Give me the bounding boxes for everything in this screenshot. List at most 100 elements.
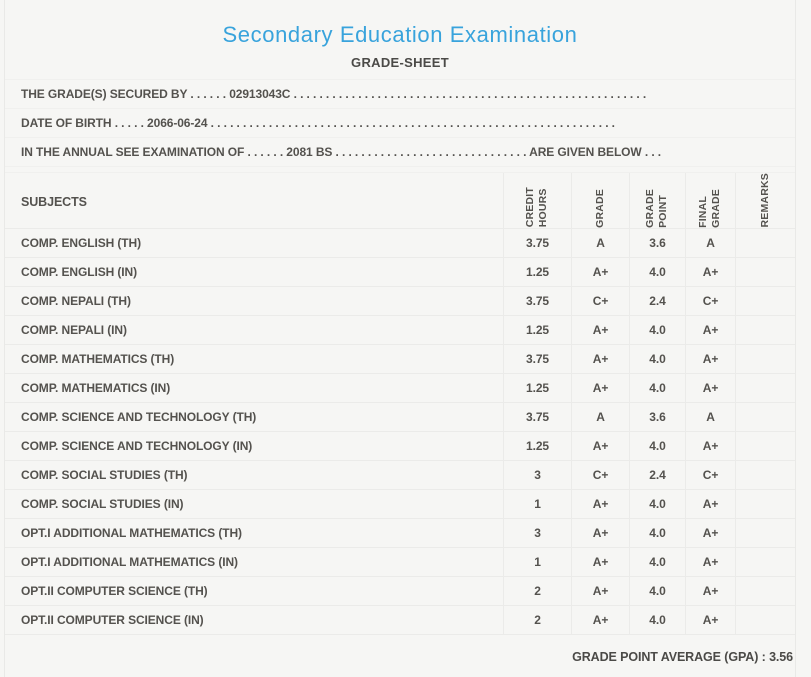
page-subtitle: GRADE-SHEET — [351, 55, 449, 70]
table-row: COMP. SCIENCE AND TECHNOLOGY (IN) 1.25 A… — [5, 432, 795, 461]
final-grade-cell: A+ — [685, 606, 735, 634]
grade-cell: A+ — [571, 606, 629, 634]
final-grade-cell: A — [685, 403, 735, 431]
remarks-cell — [735, 519, 795, 547]
column-header-grade-point-label: GRADE POINT — [644, 188, 670, 228]
credit-hours-cell: 3.75 — [503, 345, 571, 373]
grade-cell: A+ — [571, 490, 629, 518]
remarks-cell — [735, 403, 795, 431]
column-header-remarks-label: REMARKS — [758, 173, 771, 228]
statements-section: THE GRADE(S) SECURED BY . . . . . . 0291… — [5, 79, 795, 167]
subject-cell: COMP. MATHEMATICS (IN) — [21, 381, 171, 395]
grade-cell: A+ — [571, 548, 629, 576]
final-grade-cell: A+ — [685, 519, 735, 547]
credit-hours-cell: 3.75 — [503, 403, 571, 431]
remarks-cell — [735, 490, 795, 518]
grade-table-body: COMP. ENGLISH (TH) 3.75 A 3.6 A COMP. EN… — [5, 229, 795, 635]
subject-cell: COMP. SCIENCE AND TECHNOLOGY (TH) — [21, 410, 257, 424]
credit-hours-cell: 2 — [503, 577, 571, 605]
remarks-cell — [735, 432, 795, 460]
grade-table: SUBJECTS CREDIT HOURS GRADE GRADE POINT … — [5, 172, 795, 635]
grade-point-cell: 4.0 — [629, 606, 685, 634]
final-grade-cell: A+ — [685, 490, 735, 518]
table-row: COMP. NEPALI (TH) 3.75 C+ 2.4 C+ — [5, 287, 795, 316]
grade-point-cell: 4.0 — [629, 577, 685, 605]
grade-point-cell: 2.4 — [629, 461, 685, 489]
column-header-subjects: SUBJECTS — [21, 195, 87, 210]
table-row: OPT.II COMPUTER SCIENCE (IN) 2 A+ 4.0 A+ — [5, 606, 795, 635]
final-grade-cell: A+ — [685, 316, 735, 344]
grade-cell: A+ — [571, 577, 629, 605]
table-row: COMP. SOCIAL STUDIES (TH) 3 C+ 2.4 C+ — [5, 461, 795, 490]
final-grade-cell: A — [685, 229, 735, 257]
final-grade-cell: A+ — [685, 374, 735, 402]
table-row: COMP. SOCIAL STUDIES (IN) 1 A+ 4.0 A+ — [5, 490, 795, 519]
remarks-cell — [735, 345, 795, 373]
column-header-final-grade: FINAL GRADE — [685, 173, 735, 232]
subject-cell: OPT.II COMPUTER SCIENCE (TH) — [21, 584, 208, 598]
subject-cell: COMP. SOCIAL STUDIES (TH) — [21, 468, 188, 482]
remarks-cell — [735, 229, 795, 257]
grade-cell: A+ — [571, 374, 629, 402]
final-grade-cell: A+ — [685, 432, 735, 460]
grade-point-cell: 3.6 — [629, 403, 685, 431]
remarks-cell — [735, 461, 795, 489]
gpa-row: GRADE POINT AVERAGE (GPA) : 3.56 — [5, 644, 795, 670]
final-grade-cell: A+ — [685, 345, 735, 373]
credit-hours-cell: 2 — [503, 606, 571, 634]
final-grade-cell: A+ — [685, 258, 735, 286]
credit-hours-cell: 1 — [503, 490, 571, 518]
credit-hours-cell: 1.25 — [503, 258, 571, 286]
credit-hours-cell: 3.75 — [503, 229, 571, 257]
subject-cell: OPT.II COMPUTER SCIENCE (IN) — [21, 613, 204, 627]
remarks-cell — [735, 258, 795, 286]
grade-cell: A+ — [571, 432, 629, 460]
table-row: COMP. SCIENCE AND TECHNOLOGY (TH) 3.75 A… — [5, 403, 795, 432]
subject-cell: OPT.I ADDITIONAL MATHEMATICS (IN) — [21, 555, 238, 569]
grade-cell: A+ — [571, 519, 629, 547]
remarks-cell — [735, 287, 795, 315]
credit-hours-cell: 3 — [503, 519, 571, 547]
subject-cell: OPT.I ADDITIONAL MATHEMATICS (TH) — [21, 526, 242, 540]
final-grade-cell: C+ — [685, 287, 735, 315]
grade-point-cell: 4.0 — [629, 548, 685, 576]
grade-cell: A+ — [571, 345, 629, 373]
grade-cell: A — [571, 403, 629, 431]
credit-hours-cell: 1 — [503, 548, 571, 576]
grade-table-header-row: SUBJECTS CREDIT HOURS GRADE GRADE POINT … — [5, 172, 795, 232]
page-title: Secondary Education Examination — [222, 22, 578, 47]
statement-examination-of: IN THE ANNUAL SEE EXAMINATION OF . . . .… — [5, 138, 795, 167]
credit-hours-cell: 1.25 — [503, 374, 571, 402]
grade-point-cell: 4.0 — [629, 432, 685, 460]
subject-cell: COMP. ENGLISH (TH) — [21, 236, 141, 250]
subject-cell: COMP. SOCIAL STUDIES (IN) — [21, 497, 184, 511]
statement-grades-secured-by: THE GRADE(S) SECURED BY . . . . . . 0291… — [5, 80, 795, 109]
grade-point-cell: 3.6 — [629, 229, 685, 257]
table-row: COMP. MATHEMATICS (IN) 1.25 A+ 4.0 A+ — [5, 374, 795, 403]
remarks-cell — [735, 316, 795, 344]
subject-cell: COMP. MATHEMATICS (TH) — [21, 352, 175, 366]
subject-cell: COMP. ENGLISH (IN) — [21, 265, 137, 279]
grade-point-cell: 2.4 — [629, 287, 685, 315]
table-row: COMP. ENGLISH (IN) 1.25 A+ 4.0 A+ — [5, 258, 795, 287]
credit-hours-cell: 1.25 — [503, 432, 571, 460]
grade-point-cell: 4.0 — [629, 490, 685, 518]
credit-hours-cell: 3.75 — [503, 287, 571, 315]
credit-hours-cell: 1.25 — [503, 316, 571, 344]
grade-point-cell: 4.0 — [629, 258, 685, 286]
remarks-cell — [735, 548, 795, 576]
grade-point-cell: 4.0 — [629, 374, 685, 402]
table-row: COMP. ENGLISH (TH) 3.75 A 3.6 A — [5, 229, 795, 258]
grade-cell: C+ — [571, 461, 629, 489]
column-header-remarks: REMARKS — [735, 173, 795, 232]
grade-cell: C+ — [571, 287, 629, 315]
subject-cell: COMP. NEPALI (IN) — [21, 323, 127, 337]
column-header-grade-label: GRADE — [593, 188, 606, 228]
grade-cell: A+ — [571, 316, 629, 344]
gpa-text: GRADE POINT AVERAGE (GPA) : 3.56 — [572, 650, 793, 664]
subject-cell: COMP. SCIENCE AND TECHNOLOGY (IN) — [21, 439, 253, 453]
subject-cell: COMP. NEPALI (TH) — [21, 294, 131, 308]
table-row: COMP. NEPALI (IN) 1.25 A+ 4.0 A+ — [5, 316, 795, 345]
final-grade-cell: A+ — [685, 548, 735, 576]
table-row: COMP. MATHEMATICS (TH) 3.75 A+ 4.0 A+ — [5, 345, 795, 374]
